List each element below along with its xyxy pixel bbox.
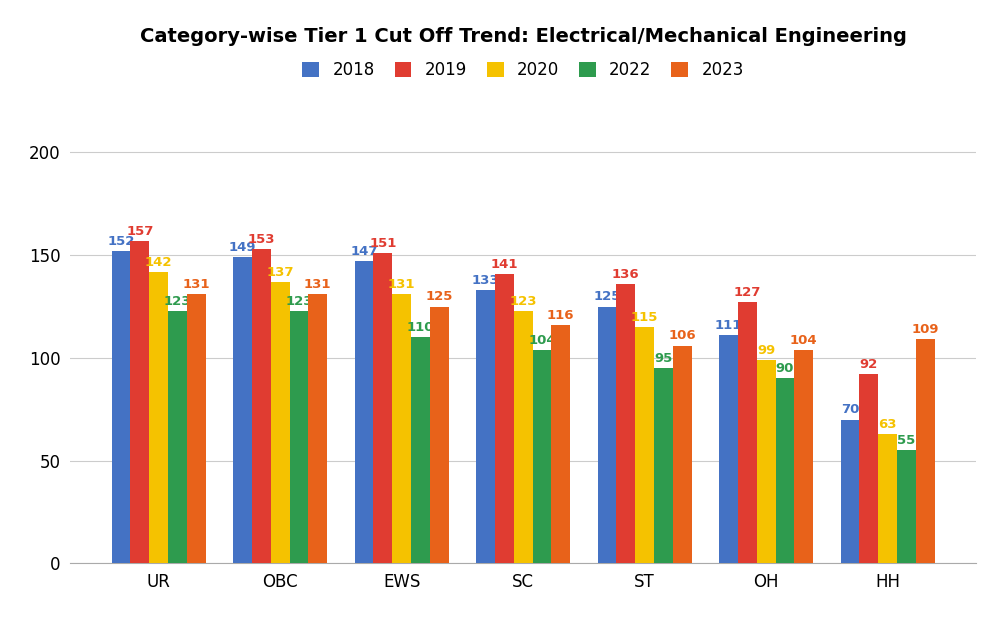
Bar <box>271 282 290 563</box>
Bar <box>187 294 206 563</box>
Bar <box>878 434 897 563</box>
Text: 99: 99 <box>757 344 776 357</box>
Text: 55: 55 <box>897 435 915 448</box>
Bar <box>514 311 532 563</box>
Bar <box>915 339 935 563</box>
Bar <box>532 350 551 563</box>
Text: 95: 95 <box>654 352 673 365</box>
Text: 137: 137 <box>267 266 294 279</box>
Bar <box>673 345 692 563</box>
Bar <box>635 327 654 563</box>
Bar <box>149 272 168 563</box>
Text: 141: 141 <box>491 258 518 271</box>
Bar <box>411 337 430 563</box>
Bar <box>252 249 271 563</box>
Text: 133: 133 <box>472 274 499 287</box>
Text: 70: 70 <box>841 404 859 417</box>
Bar <box>757 360 776 563</box>
Bar <box>476 290 495 563</box>
Text: 115: 115 <box>631 311 658 324</box>
Text: 157: 157 <box>126 225 154 238</box>
Text: 123: 123 <box>286 295 313 308</box>
Text: 123: 123 <box>164 295 191 308</box>
Text: 104: 104 <box>790 334 818 347</box>
Text: 153: 153 <box>247 233 275 246</box>
Text: 90: 90 <box>776 362 794 375</box>
Bar <box>795 350 813 563</box>
Bar <box>897 451 915 563</box>
Text: 106: 106 <box>668 329 696 342</box>
Text: 136: 136 <box>612 268 640 281</box>
Text: 149: 149 <box>228 241 257 254</box>
Bar <box>737 303 757 563</box>
Text: 63: 63 <box>878 418 896 431</box>
Bar <box>859 374 878 563</box>
Text: 125: 125 <box>594 290 621 303</box>
Bar <box>430 306 449 563</box>
Text: 110: 110 <box>406 321 435 334</box>
Text: 152: 152 <box>108 235 135 248</box>
Bar <box>373 253 392 563</box>
Text: 131: 131 <box>304 278 332 291</box>
Bar <box>168 311 187 563</box>
Text: 123: 123 <box>509 295 537 308</box>
Title: Category-wise Tier 1 Cut Off Trend: Electrical/Mechanical Engineering: Category-wise Tier 1 Cut Off Trend: Elec… <box>140 27 906 46</box>
Text: 116: 116 <box>547 309 574 322</box>
Bar <box>776 378 795 563</box>
Bar <box>719 335 737 563</box>
Bar <box>654 368 673 563</box>
Text: 131: 131 <box>388 278 415 291</box>
Bar <box>598 306 617 563</box>
Bar <box>131 241 149 563</box>
Text: 151: 151 <box>369 237 396 250</box>
Bar <box>840 420 859 563</box>
Bar <box>354 261 373 563</box>
Bar <box>309 294 327 563</box>
Legend: 2018, 2019, 2020, 2022, 2023: 2018, 2019, 2020, 2022, 2023 <box>303 61 743 79</box>
Bar <box>495 274 514 563</box>
Text: 127: 127 <box>733 287 761 300</box>
Text: 147: 147 <box>350 245 377 258</box>
Text: 111: 111 <box>714 319 742 332</box>
Text: 142: 142 <box>145 256 172 269</box>
Bar <box>551 325 570 563</box>
Bar <box>290 311 309 563</box>
Bar <box>233 258 252 563</box>
Text: 131: 131 <box>182 278 210 291</box>
Text: 92: 92 <box>860 358 878 371</box>
Bar <box>392 294 411 563</box>
Bar <box>112 251 131 563</box>
Bar <box>617 284 635 563</box>
Text: 109: 109 <box>911 323 939 336</box>
Text: 104: 104 <box>528 334 555 347</box>
Text: 125: 125 <box>426 290 453 303</box>
